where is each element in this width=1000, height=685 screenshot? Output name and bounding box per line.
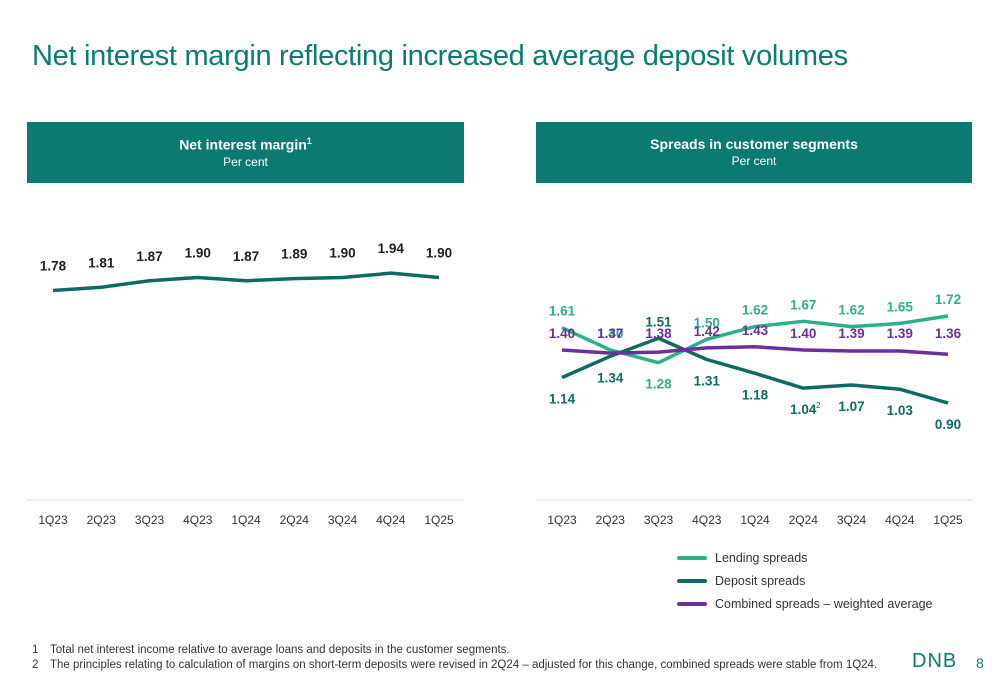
spreads-data-label-deposit: 1.14: [549, 392, 576, 407]
spreads-data-label-lending: 1.50: [694, 315, 720, 330]
spreads-data-label-combined: 1.40: [790, 326, 816, 341]
page-title: Net interest margin reflecting increased…: [32, 40, 848, 72]
nim-data-label: 1.81: [88, 255, 115, 270]
spreads-panel-header: Spreads in customer segments Per cent: [536, 122, 972, 183]
nim-panel-subtitle: Per cent: [223, 154, 268, 169]
spreads-data-label-lending: 1.72: [935, 292, 961, 307]
spreads-data-label-lending: 1.40: [597, 326, 623, 341]
footnote-2: 2 The principles relating to calculation …: [32, 659, 878, 671]
spreads-x-tick-label: 4Q23: [692, 513, 722, 527]
legend-swatch-lending: [677, 555, 707, 560]
spreads-panel-subtitle: Per cent: [731, 154, 777, 168]
spreads-data-label-deposit: 1.31: [694, 374, 721, 389]
spreads-data-label-deposit: 1.07: [838, 399, 864, 414]
spreads-data-label-combined: 1.42: [694, 324, 720, 339]
nim-x-tick-label: 1Q25: [424, 513, 454, 527]
spreads-x-tick-label: 4Q24: [885, 513, 915, 527]
spreads-data-label-lending: 1.62: [742, 303, 768, 318]
legend-item-combined: Combined spreads – weighted average: [677, 592, 933, 615]
spreads-data-label-combined: 1.40: [549, 326, 575, 341]
spreads-x-tick-label: 1Q23: [547, 513, 577, 527]
spreads-data-label-deposit: 1.18: [742, 387, 769, 402]
spreads-data-label-deposit: 1.03: [887, 403, 914, 418]
nim-data-label: 1.90: [329, 246, 355, 261]
spreads-data-label-combined: 1.37: [597, 326, 623, 341]
spreads-line-deposit: [561, 336, 949, 405]
footnote-1: 1 Total net interest income relative to a…: [32, 644, 510, 656]
nim-series-line: [52, 271, 440, 293]
nim-x-tick-label: 2Q24: [280, 513, 310, 527]
legend-item-lending: Lending spreads: [677, 546, 933, 569]
spreads-line-combined: [561, 345, 949, 356]
nim-data-label: 1.78: [40, 259, 67, 274]
nim-data-label: 1.90: [185, 246, 211, 261]
spreads-data-label-deposit: 1.34: [597, 370, 624, 385]
spreads-data-label-lending: 1.65: [887, 299, 914, 314]
nim-data-label: 1.87: [136, 249, 162, 264]
spreads-data-label-lending: 1.28: [645, 377, 672, 392]
spreads-data-label-lending: 1.61: [549, 304, 576, 319]
spreads-annotation-superscript: 2: [816, 401, 821, 410]
legend-label-lending: Lending spreads: [715, 550, 808, 565]
nim-x-tick-label: 4Q24: [376, 513, 406, 527]
spreads-legend: Lending spreads Deposit spreads Combined…: [677, 546, 933, 615]
footnotes: 1 Total net interest income relative to a…: [32, 643, 877, 673]
nim-data-label: 1.89: [281, 247, 307, 262]
spreads-x-tick-label: 2Q23: [596, 513, 626, 527]
legend-label-deposit: Deposit spreads: [715, 573, 806, 588]
nim-data-label: 1.90: [426, 246, 452, 261]
spreads-panel-title: Spreads in customer segments: [650, 136, 858, 152]
nim-panel-header: Net interest margin1 Per cent: [27, 122, 464, 183]
spreads-data-label-deposit: 1.51: [645, 314, 672, 329]
spreads-data-label-lending: 1.62: [838, 303, 864, 318]
spreads-data-label-combined: 1.36: [935, 326, 962, 341]
legend-item-deposit: Deposit spreads: [677, 569, 933, 592]
nim-x-tick-label: 3Q23: [135, 513, 165, 527]
legend-label-combined: Combined spreads – weighted average: [715, 596, 933, 611]
spreads-data-label-deposit: 1.04: [790, 402, 817, 417]
nim-x-tick-label: 1Q24: [231, 513, 261, 527]
spreads-x-tick-label: 2Q24: [789, 513, 819, 527]
nim-x-tick-label: 1Q23: [38, 513, 68, 527]
nim-x-tick-label: 2Q23: [87, 513, 117, 527]
nim-panel-title: Net interest margin1: [179, 136, 312, 153]
nim-x-tick-label: 4Q23: [183, 513, 213, 527]
spreads-data-label-combined: 1.43: [742, 323, 769, 338]
dnb-logo: DNB: [912, 650, 958, 672]
spreads-x-tick-label: 1Q24: [740, 513, 770, 527]
spreads-x-tick-label: 3Q23: [644, 513, 674, 527]
spreads-data-label-lending: 1.67: [790, 297, 816, 312]
spreads-data-label-deposit: 0.90: [935, 417, 961, 432]
spreads-data-label-combined: 1.39: [838, 326, 864, 341]
legend-swatch-deposit: [677, 578, 707, 583]
page-number: 8: [976, 655, 984, 671]
nim-data-label: 1.94: [378, 241, 405, 256]
spreads-data-label-combined: 1.39: [887, 326, 913, 341]
spreads-x-tick-label: 3Q24: [837, 513, 867, 527]
nim-x-tick-label: 3Q24: [328, 513, 358, 527]
nim-data-label: 1.87: [233, 249, 259, 264]
spreads-x-tick-label: 1Q25: [933, 513, 963, 527]
legend-swatch-combined: [677, 601, 707, 606]
spreads-data-label-combined: 1.38: [645, 326, 672, 341]
